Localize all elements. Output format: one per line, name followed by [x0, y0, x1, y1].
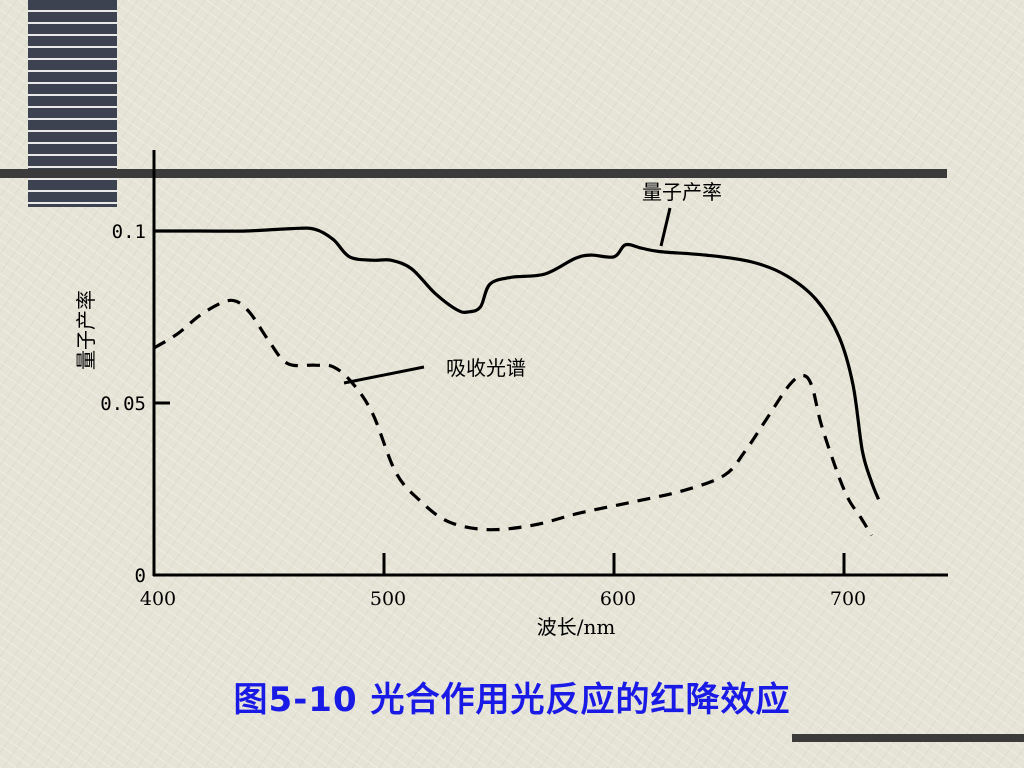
absorption-spectrum-line [153, 298, 873, 537]
x-axis-label: 波长/nm [537, 615, 616, 639]
y-tick-label: 0 [135, 565, 146, 587]
quantum-yield-leader-line [659, 207, 672, 247]
figure-caption: 图5-10 光合作用光反应的红降效应 [233, 680, 791, 720]
x-tick-label: 500 [370, 588, 406, 610]
absorption-spectrum-leader-line [343, 365, 425, 385]
quantum-yield-line [154, 226, 880, 500]
y-tick-label: 0.05 [100, 393, 146, 415]
quantum-yield-annotation: 量子产率 [642, 180, 722, 204]
y-tick-label: 0.1 [112, 221, 146, 243]
decorative-top-bar [0, 169, 947, 178]
decorative-bottom-bar [792, 734, 1024, 742]
x-tick-label: 700 [830, 588, 866, 610]
x-tick-label: 600 [600, 588, 636, 610]
absorption-spectrum-annotation: 吸收光谱 [446, 356, 526, 380]
y-axis-label: 量子产率 [74, 290, 98, 370]
x-tick-label: 400 [140, 588, 176, 610]
